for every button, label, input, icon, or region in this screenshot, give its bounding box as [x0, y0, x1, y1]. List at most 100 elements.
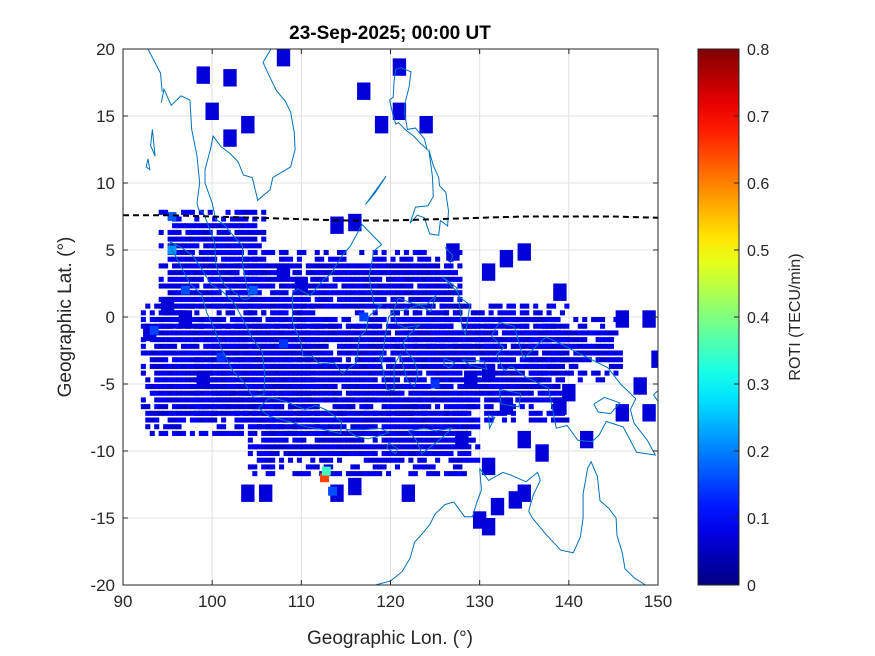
- roti-cell: [225, 236, 231, 242]
- roti-cell: [252, 303, 258, 309]
- roti-cell: [301, 323, 307, 329]
- roti-cell: [484, 330, 490, 336]
- roti-cell: [216, 303, 222, 309]
- roti-cell: [350, 330, 356, 336]
- roti-cell: [403, 370, 409, 376]
- roti-cell: [172, 390, 178, 396]
- roti-cell: [551, 363, 557, 369]
- roti-cell: [470, 337, 476, 343]
- roti-cell: [305, 337, 311, 343]
- roti-cell: [158, 357, 164, 363]
- roti-cell: [328, 384, 334, 390]
- roti-cell: [212, 223, 218, 229]
- roti-cell: [292, 471, 298, 477]
- roti-cell: [176, 283, 182, 289]
- roti-cell: [247, 250, 253, 256]
- roti-cell: [448, 350, 454, 356]
- roti-cell: [363, 404, 369, 410]
- roti-cell: [412, 444, 418, 450]
- roti-cell: [158, 317, 164, 323]
- roti-cell: [457, 317, 463, 323]
- roti-cell: [203, 343, 209, 349]
- roti-cell: [212, 290, 218, 296]
- roti-cell: [372, 357, 378, 363]
- roti-cell: [542, 363, 548, 369]
- roti-cell: [421, 410, 427, 416]
- roti-cell: [435, 337, 441, 343]
- roti-cell: [350, 370, 356, 376]
- roti-cell: [292, 430, 298, 436]
- roti-cell: [221, 236, 227, 242]
- roti-cell: [568, 337, 574, 343]
- roti-cell: [154, 417, 160, 423]
- roti-cell: [475, 457, 481, 463]
- roti-cell: [158, 377, 164, 383]
- roti-cell: [270, 317, 276, 323]
- roti-cell: [225, 276, 231, 282]
- roti-cell: [555, 377, 561, 383]
- roti-cell: [399, 256, 405, 262]
- roti-cell: [323, 303, 329, 309]
- roti-cell: [475, 310, 481, 316]
- roti-cell: [265, 464, 271, 470]
- roti-cell: [287, 350, 294, 356]
- roti-cell: [216, 337, 222, 343]
- y-tick-label: 5: [106, 241, 115, 260]
- roti-cell: [412, 263, 418, 269]
- roti-cell: [564, 330, 570, 336]
- roti-cell: [176, 404, 182, 410]
- roti-cell: [203, 357, 209, 363]
- roti-cell: [230, 236, 236, 242]
- roti-cell: [265, 397, 271, 403]
- roti-cell: [377, 370, 383, 376]
- roti-cell: [430, 343, 436, 349]
- roti-cell: [345, 330, 351, 336]
- roti-cell: [470, 323, 476, 329]
- roti-cell: [270, 417, 276, 423]
- roti-cell: [270, 397, 276, 403]
- roti-cell: [350, 343, 356, 349]
- roti-cell: [230, 256, 236, 262]
- roti-cell: [230, 377, 236, 383]
- roti-cell-isolated: [392, 58, 407, 76]
- roti-cell: [234, 417, 240, 423]
- roti-cell: [403, 444, 409, 450]
- roti-cell: [390, 430, 396, 436]
- roti-cell: [461, 337, 467, 343]
- roti-cell: [167, 370, 173, 376]
- roti-cell: [292, 444, 298, 450]
- roti-cell: [470, 417, 476, 423]
- roti-cell: [337, 404, 343, 410]
- roti-cell: [194, 323, 200, 329]
- roti-cell: [448, 377, 454, 383]
- roti-cell: [234, 223, 240, 229]
- roti-cell: [247, 337, 253, 343]
- roti-cell: [417, 350, 423, 356]
- roti-cell: [439, 283, 445, 289]
- roti-cell: [368, 384, 374, 390]
- roti-cell: [172, 276, 178, 282]
- roti-cell: [332, 363, 338, 369]
- roti-cell: [305, 290, 311, 296]
- roti-cell-isolated: [258, 484, 273, 502]
- roti-cell: [528, 390, 534, 396]
- roti-cell: [221, 250, 227, 256]
- roti-cell: [243, 363, 249, 369]
- roti-cell: [252, 337, 258, 343]
- roti-cell: [350, 283, 356, 289]
- roti-cell: [359, 444, 365, 450]
- roti-cell: [519, 404, 525, 410]
- roti-cell: [412, 317, 418, 323]
- roti-cell: [261, 464, 267, 470]
- roti-cell: [180, 357, 187, 363]
- roti-cell: [301, 310, 307, 316]
- roti-cell: [345, 290, 351, 296]
- roti-cell: [412, 296, 418, 302]
- roti-cell: [381, 430, 387, 436]
- roti-cell: [212, 276, 218, 282]
- roti-cell: [617, 350, 623, 356]
- coastline: [488, 414, 496, 431]
- roti-cell: [234, 390, 240, 396]
- roti-cell: [234, 270, 240, 276]
- roti-cell: [314, 410, 320, 416]
